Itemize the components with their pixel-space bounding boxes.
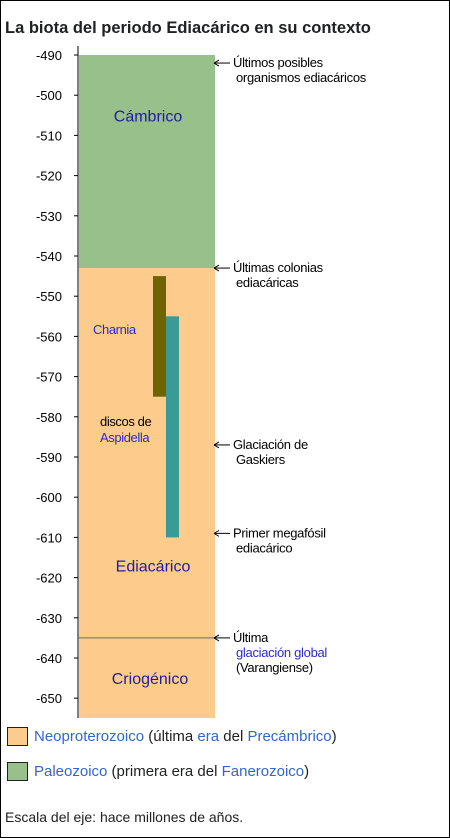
axis-scale-note: Escala del eje: hace millones de años. (5, 809, 244, 825)
legend-text: ) (331, 728, 337, 745)
period-band (79, 55, 215, 269)
event-label: Última (233, 630, 269, 645)
event-label: Primer megafósil (233, 525, 326, 540)
legend-text: (primera era del (107, 763, 222, 780)
event-arrowhead (213, 634, 220, 642)
biota-range-bar (153, 276, 166, 397)
axis-tick-label: -570 (36, 370, 62, 385)
legend-link[interactable]: Fanerozoico (221, 763, 305, 780)
timeline-diagram: -490 -500 -510 -520 -530 -540 -550 -560 -570 -580… (36, 46, 367, 718)
legend-item: Neoproterozoico (última era del Precámbr… (7, 727, 337, 746)
time-axis: -490 -500 -510 -520 -530 -540 -550 -560 -570 -580… (36, 46, 79, 718)
axis-tick-label: -610 (36, 530, 62, 545)
event-label: ediacáricas (236, 275, 299, 290)
legend-text: del (219, 728, 248, 745)
axis-tick-label: -510 (36, 128, 62, 143)
event-label: ediacárico (236, 540, 292, 555)
axis-tick-label: -620 (36, 571, 62, 586)
biota-label-aspidella: Aspidella (100, 430, 150, 445)
period-band (79, 268, 215, 638)
legend-link[interactable]: Paleozoico (34, 763, 108, 780)
axis-tick-label: -600 (36, 490, 62, 505)
period-bands: Cámbrico Ediacárico Criogénico (78, 55, 215, 718)
legend-text: (última (144, 728, 198, 745)
axis-tick-label: -540 (36, 249, 62, 264)
axis-tick-label: -500 (36, 88, 62, 103)
axis-tick-label: -590 (36, 450, 62, 465)
event-label: (Varangiense) (236, 660, 313, 675)
event-label: glaciación global (236, 645, 327, 660)
axis-tick-label: -490 (36, 48, 62, 63)
biota-label-charnia: Charnia (93, 322, 137, 337)
event-arrowhead (213, 59, 220, 67)
axis-tick-label: -530 (36, 209, 62, 224)
legend-link[interactable]: era (197, 728, 220, 745)
axis-tick-label: -580 (36, 410, 62, 425)
legend-swatch (7, 727, 28, 746)
axis-tick-label: -520 (36, 169, 62, 184)
biota-label-aspidella-prefix: discos de (100, 414, 151, 429)
legend-link[interactable]: Precámbrico (247, 728, 332, 745)
axis-tick-label: -560 (36, 329, 62, 344)
event-label: Glaciación de (233, 437, 308, 452)
event-label: organismos ediacáricos (236, 70, 367, 85)
axis-tick-label: -640 (36, 651, 62, 666)
period-label: Ediacárico (116, 559, 191, 576)
event-label: Gaskiers (236, 452, 286, 467)
legend-swatch (7, 762, 28, 781)
event-label: Últimos posibles (233, 55, 324, 70)
axis-tick-label: -650 (36, 691, 62, 706)
period-label: Criogénico (112, 671, 189, 688)
legend-text: ) (304, 763, 310, 780)
event-arrowhead (213, 264, 220, 272)
legend-link[interactable]: Neoproterozoico (34, 728, 145, 745)
event-arrowhead (213, 441, 220, 449)
axis-tick-label: -550 (36, 289, 62, 304)
event-arrowhead (213, 529, 220, 537)
event-label: Últimas colonias (233, 260, 324, 275)
legend-item: Paleozoico (primera era del Fanerozoico) (7, 762, 309, 781)
biota-range-bar (166, 316, 179, 538)
axis-tick-label: -630 (36, 611, 62, 626)
period-band (79, 637, 215, 718)
diagram-title: La biota del periodo Ediacárico en su co… (5, 19, 371, 37)
period-label: Cámbrico (114, 108, 183, 125)
